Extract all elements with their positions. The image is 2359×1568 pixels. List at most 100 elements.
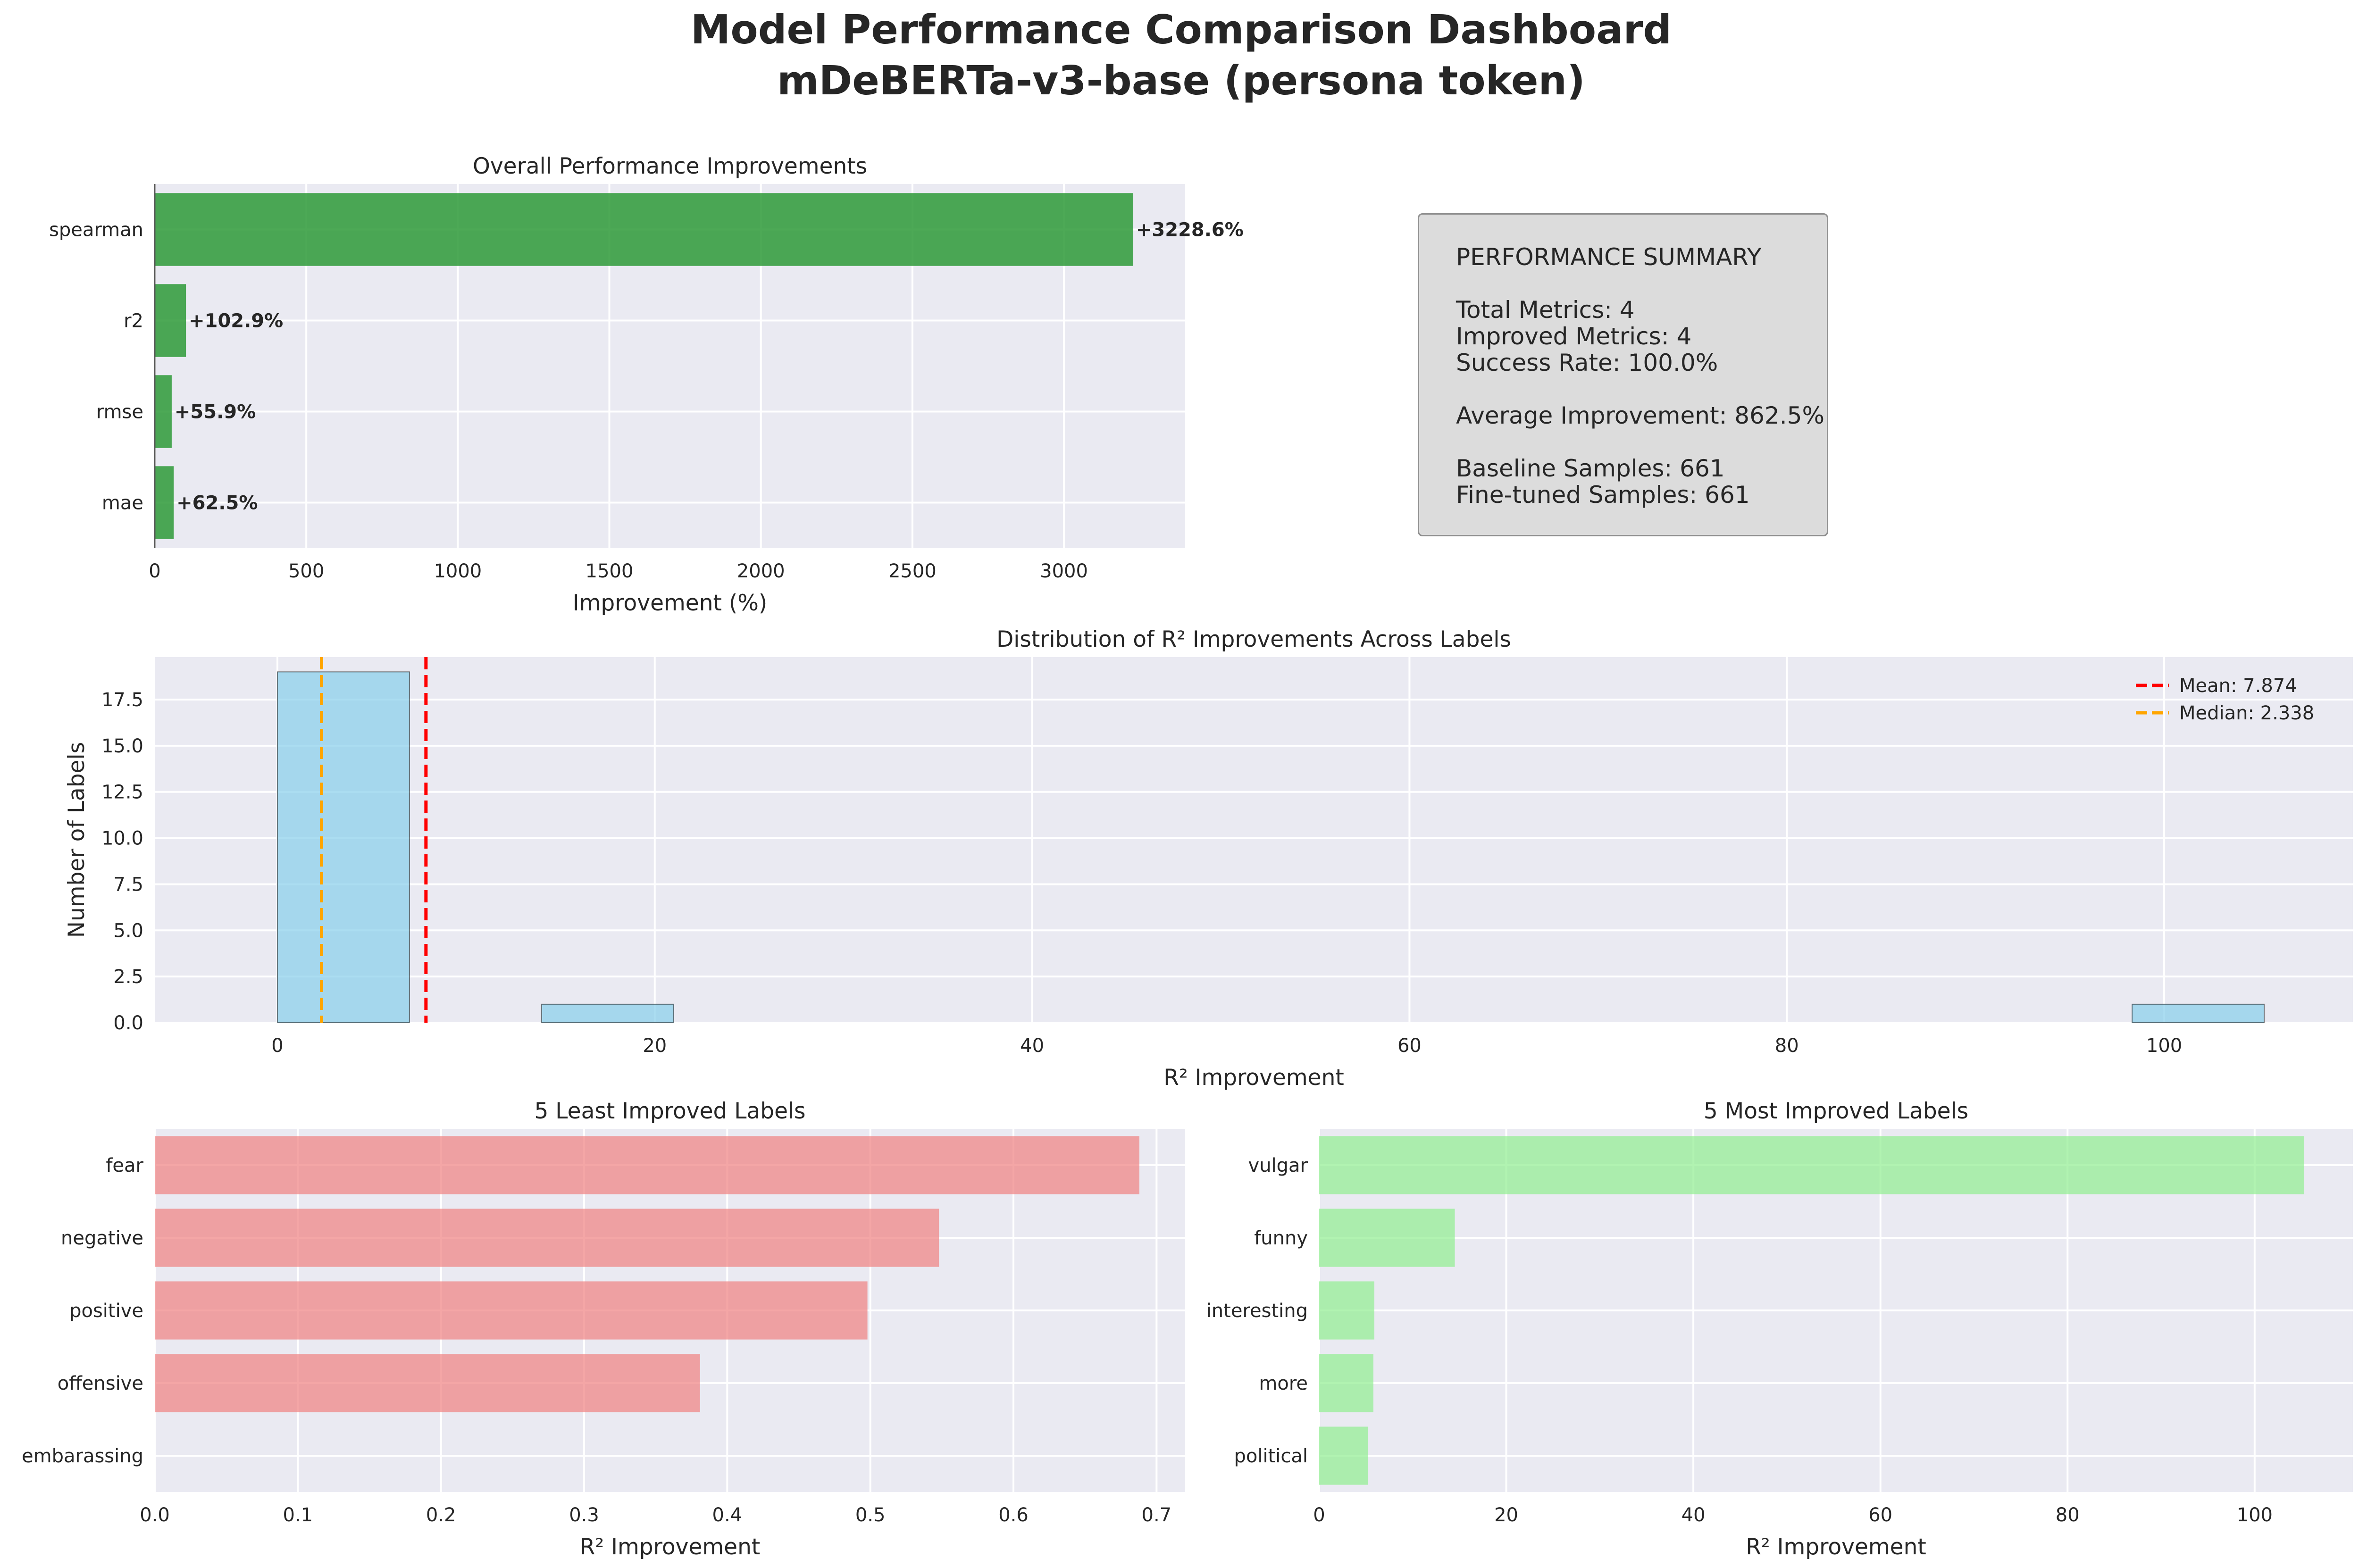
most-improved-chart: 0 20 40 60 80 100 vulgar funny interesting more po… [1206,1098,2353,1560]
x-tick-label: 20 [1494,1504,1518,1526]
performance-summary-box: PERFORMANCE SUMMARY Total Metrics: 4 Imp… [1418,213,1828,536]
y-tick-label: positive [69,1300,143,1322]
x-tick-label: 0 [1313,1504,1325,1526]
bars [155,1136,1139,1412]
y-tick-label: 7.5 [113,874,143,895]
y-tick-label: fear [106,1155,143,1176]
y-tick-label: political [1234,1445,1308,1467]
x-axis-label: Improvement (%) [573,590,767,616]
x-tick-label: 100 [2146,1035,2182,1057]
y-axis-label: Number of Labels [64,742,90,938]
x-tick-label: 80 [2056,1504,2080,1526]
data-label: +55.9% [175,401,256,423]
summary-improved-metrics: Improved Metrics: 4 [1456,323,1692,350]
y-tick-label: 2.5 [113,966,143,988]
y-tick-label: embarassing [22,1445,143,1467]
x-tick-label: 0 [149,560,160,582]
summary-finetuned-samples: Fine-tuned Samples: 661 [1456,481,1750,509]
data-label: +3228.6% [1136,219,1244,241]
tick-labels: 0 20 40 60 80 100 vulgar funny interesting more po… [1206,1155,2273,1526]
least-improved-chart: 0.0 0.1 0.2 0.3 0.4 0.5 0.6 0.7 fear negative posi… [22,1098,1185,1560]
tick-labels: 0 20 40 60 80 100 0.0 2.5 5.0 7.5 10.0 12.5 15.0 17.5 [101,689,2182,1057]
bar-more [1319,1354,1374,1412]
summary-success-rate: Success Rate: 100.0% [1456,349,1718,376]
bar-mae [155,466,174,539]
x-axis-label: R² Improvement [1163,1065,1344,1091]
y-tick-label: more [1259,1373,1308,1394]
x-tick-label: 40 [1681,1504,1706,1526]
x-tick-label: 40 [1020,1035,1044,1057]
page-title: Model Performance Comparison Dashboard m… [0,5,2359,107]
x-tick-label: 500 [288,560,324,582]
y-tick-label: 10.0 [101,828,143,850]
y-tick-label: 5.0 [113,920,143,942]
histogram-bar [2132,1003,2265,1024]
summary-average-improvement: Average Improvement: 862.5% [1456,402,1824,429]
histogram-bar [276,671,410,1023]
y-tick-label: interesting [1206,1300,1308,1322]
legend-label: Mean: 7.874 [2179,675,2297,697]
x-tick-label: 20 [643,1035,667,1057]
y-tick-label: mae [102,492,143,514]
gridlines [155,657,2353,1024]
y-tick-label: negative [61,1227,143,1249]
y-tick-label: rmse [96,401,143,423]
bar-positive [155,1281,868,1340]
y-tick-label: spearman [49,219,143,241]
x-tick-label: 0.7 [1142,1504,1172,1526]
bar-negative [155,1209,939,1267]
x-tick-label: 100 [2237,1504,2273,1526]
y-tick-label: 15.0 [101,735,143,757]
summary-baseline-samples: Baseline Samples: 661 [1456,455,1725,482]
data-label: +62.5% [176,492,258,514]
bar-interesting [1319,1281,1374,1340]
bar-fear [155,1136,1139,1194]
x-tick-label: 2500 [888,560,937,582]
tick-labels: 0 500 1000 1500 2000 2500 3000 spearman r2 rmse ma… [49,219,1088,583]
x-tick-label: 1000 [434,560,482,582]
legend: Mean: 7.874 Median: 2.338 [2136,675,2314,724]
panel-title: 5 Least Improved Labels [534,1098,805,1124]
plot-area [155,657,2353,1023]
r2-distribution-chart: 0 20 40 60 80 100 0.0 2.5 5.0 7.5 10.0 12.5 15.0 17.5… [64,626,2353,1091]
x-tick-label: 0.6 [998,1504,1029,1526]
bar-political [1319,1426,1368,1485]
x-tick-label: 0 [271,1035,283,1057]
y-tick-label: offensive [58,1373,143,1394]
histogram-bars [276,657,2265,1024]
y-tick-label: 12.5 [101,782,143,803]
bar-vulgar [1319,1136,2304,1194]
x-tick-label: 80 [1775,1035,1799,1057]
x-tick-label: 0.0 [140,1504,170,1526]
bar-r2 [155,284,186,357]
x-axis-label: R² Improvement [580,1534,761,1560]
bar-funny [1319,1209,1455,1267]
x-tick-label: 0.3 [569,1504,599,1526]
x-tick-label: 60 [1397,1035,1422,1057]
tick-labels: 0.0 0.1 0.2 0.3 0.4 0.5 0.6 0.7 fear negative posi… [22,1155,1171,1526]
x-tick-label: 0.2 [426,1504,456,1526]
x-tick-label: 0.1 [283,1504,313,1526]
bar-rmse [155,375,172,448]
y-tick-label: 0.0 [113,1012,143,1034]
x-axis-label: R² Improvement [1746,1534,1926,1560]
x-tick-label: 0.4 [712,1504,743,1526]
legend-label: Median: 2.338 [2179,702,2314,724]
y-tick-label: r2 [124,310,143,332]
overall-improvements-chart: +3228.6% +102.9% +55.9% +62.5% 0 500 1000 1500… [49,153,1244,616]
y-tick-label: vulgar [1248,1155,1308,1176]
bar-offensive [155,1354,700,1412]
summary-heading: PERFORMANCE SUMMARY [1456,243,1762,271]
x-tick-label: 3000 [1040,560,1088,582]
summary-total-metrics: Total Metrics: 4 [1456,296,1635,324]
x-tick-label: 2000 [737,560,785,582]
dashboard-subtitle: mDeBERTa-v3-base (persona token) [777,58,1585,104]
y-tick-label: funny [1254,1227,1308,1249]
y-tick-label: 17.5 [101,689,143,711]
data-label: +102.9% [189,310,283,332]
bars: +3228.6% +102.9% +55.9% +62.5% [154,184,1244,548]
bar-spearman [155,193,1133,266]
x-tick-label: 1500 [586,560,634,582]
panel-title: Overall Performance Improvements [473,153,867,179]
